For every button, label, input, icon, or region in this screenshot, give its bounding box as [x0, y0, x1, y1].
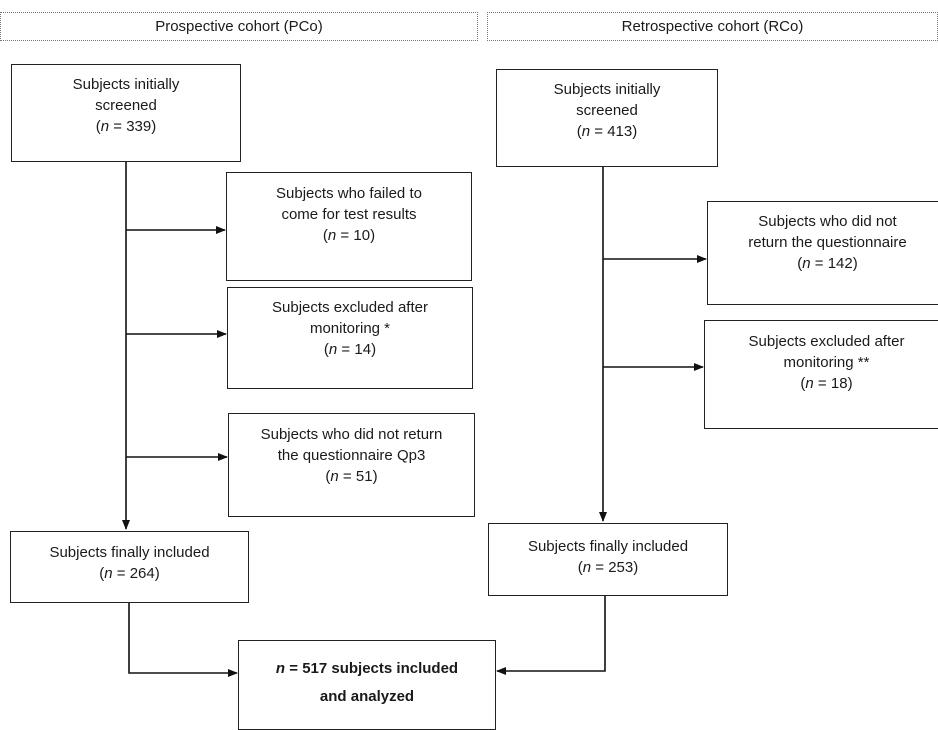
box-line: Subjects excluded after: [748, 333, 905, 350]
retrospective-cohort-header: Retrospective cohort (RCo): [487, 12, 938, 41]
pco-excluded-box: Subjects excluded after monitoring * (n …: [227, 287, 473, 389]
rco-excluded-box: Subjects excluded after monitoring ** (n…: [704, 320, 938, 429]
count: (n = 264): [99, 565, 160, 582]
final-line-1: n = 517 subjects included: [275, 660, 459, 677]
rco-screened-box: Subjects initially screened (n = 413): [496, 69, 718, 167]
count: (n = 18): [800, 375, 853, 392]
box-line: Subjects who did not return: [260, 426, 443, 443]
box-line: screened: [95, 97, 157, 114]
count: (n = 51): [325, 468, 378, 485]
count: (n = 339): [95, 118, 157, 135]
box-line: Subjects who failed to: [276, 185, 422, 202]
count: (n = 253): [577, 559, 639, 576]
box-line: screened: [576, 102, 638, 119]
box-line: Subjects finally included: [527, 538, 689, 555]
box-line: monitoring *: [309, 320, 391, 337]
box-line: Subjects finally included: [49, 544, 210, 561]
final-line-2: and analyzed: [319, 688, 415, 705]
count: (n = 413): [576, 123, 638, 140]
pco-no-questionnaire-box: Subjects who did not return the question…: [228, 413, 475, 517]
box-line: return the questionnaire: [748, 234, 907, 251]
retrospective-cohort-title: Retrospective cohort (RCo): [621, 18, 804, 35]
pco-failed-results-box: Subjects who failed to come for test res…: [226, 172, 472, 281]
prospective-cohort-title: Prospective cohort (PCo): [155, 18, 323, 35]
box-line: Subjects excluded after: [272, 299, 428, 316]
box-line: monitoring **: [783, 354, 870, 371]
rco-no-questionnaire-box: Subjects who did not return the question…: [707, 201, 938, 305]
rco-included-box: Subjects finally included (n = 253): [488, 523, 728, 596]
box-line: Subjects initially: [72, 76, 180, 93]
box-line: Subjects who did not: [758, 213, 897, 230]
count: (n = 142): [797, 255, 858, 272]
final-analyzed-box: n = 517 subjects included and analyzed: [238, 640, 496, 730]
pco-to-final-arrow: [128, 603, 238, 677]
prospective-cohort-header: Prospective cohort (PCo): [0, 12, 478, 41]
count: (n = 10): [322, 227, 376, 244]
rco-to-final-arrow: [496, 596, 606, 675]
count: (n = 14): [323, 341, 377, 358]
box-line: Subjects initially: [553, 81, 661, 98]
box-line: the questionnaire Qp3: [277, 447, 426, 464]
box-line: come for test results: [281, 206, 417, 223]
pco-included-box: Subjects finally included (n = 264): [10, 531, 249, 603]
pco-screened-box: Subjects initially screened (n = 339): [11, 64, 241, 162]
